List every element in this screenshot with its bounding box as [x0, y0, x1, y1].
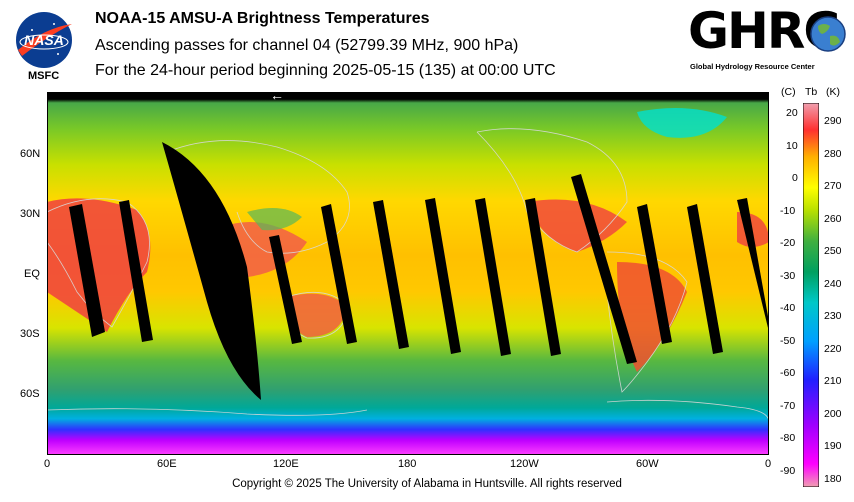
page-title: NOAA-15 AMSU-A Brightness Temperatures [95, 10, 430, 27]
copyright-text: Copyright © 2025 The University of Alaba… [232, 478, 622, 490]
colorbar-celsius-tick: 10 [786, 139, 798, 152]
ghrc-subtitle: Global Hydrology Resource Center [690, 62, 815, 71]
lat-label-30n: 30N [20, 208, 41, 220]
nasa-logo-text: NASA [24, 32, 64, 48]
colorbar-kelvin-tick: 240 [824, 277, 842, 290]
tibet-cool [247, 208, 302, 231]
colorbar-kelvin-tick: 290 [824, 115, 842, 127]
colorbar-kelvin-tick: 230 [824, 310, 842, 322]
coastlines [46, 128, 770, 423]
lon-label-120e: 120E [273, 458, 299, 470]
colorbar-celsius-tick: 0 [792, 172, 798, 184]
msfc-label: MSFC [28, 70, 60, 82]
arctic-cool [637, 108, 727, 138]
lon-label-0-left: 0 [44, 458, 51, 470]
lat-label-30s: 30S [20, 328, 40, 340]
period-text: For the 24-hour period beginning 2025-05… [95, 62, 556, 79]
colorbar-celsius-tick: -20 [780, 237, 796, 249]
colorbar-kelvin-tick: 190 [824, 440, 842, 452]
colorbar-celsius-tick: -80 [780, 432, 796, 444]
colorbar-kelvin-tick: 260 [824, 212, 842, 225]
colorbar-header-tb: Tb [805, 86, 818, 98]
colorbar-celsius-tick: -40 [780, 302, 796, 314]
lon-label-0-right: 0 [765, 458, 772, 470]
australia-warm [286, 293, 347, 337]
colorbar-kelvin-tick: 270 [824, 180, 842, 192]
colorbar-gradient [802, 102, 820, 488]
colorbar-kelvin-tick: 200 [824, 407, 842, 420]
south-america-warm [617, 262, 687, 372]
colorbar-celsius-tick: -30 [780, 269, 796, 282]
colorbar-kelvin-tick: 180 [824, 472, 842, 485]
map-arrow: ← [270, 92, 284, 103]
map-frame [47, 92, 769, 455]
colorbar-kelvin-tick: 250 [824, 245, 842, 257]
colorbar-celsius-tick: -70 [780, 399, 796, 412]
colorbar-celsius-tick: -60 [780, 367, 796, 379]
colorbar [802, 102, 820, 488]
colorbar-celsius-tick: -90 [780, 464, 796, 477]
colorbar-celsius-tick: -10 [780, 204, 796, 217]
colorbar-kelvin-tick: 210 [824, 375, 842, 387]
colorbar-kelvin-tick: 220 [824, 342, 842, 355]
lon-label-60e: 60E [157, 458, 177, 470]
brightness-temperature-map: ← [46, 87, 770, 455]
colorbar-kelvin-tick: 280 [824, 147, 842, 160]
lat-label-eq: EQ [24, 268, 40, 280]
colorbar-celsius-tick: 20 [786, 107, 798, 119]
nasa-logo: NASA [14, 10, 74, 70]
swath-gaps [69, 142, 769, 400]
lon-label-180: 180 [398, 458, 417, 470]
lon-label-120w: 120W [510, 458, 539, 470]
colorbar-header-kelvin: (K) [826, 86, 840, 98]
map-top-gap [47, 92, 769, 98]
lon-label-60w: 60W [636, 458, 659, 470]
lat-label-60s: 60S [20, 388, 40, 400]
lat-label-60n: 60N [20, 148, 41, 160]
page-subtitle: Ascending passes for channel 04 (52799.3… [95, 37, 519, 54]
globe-icon [808, 14, 848, 54]
colorbar-header-celsius: (C) [781, 86, 796, 98]
colorbar-celsius-tick: -50 [780, 334, 796, 347]
